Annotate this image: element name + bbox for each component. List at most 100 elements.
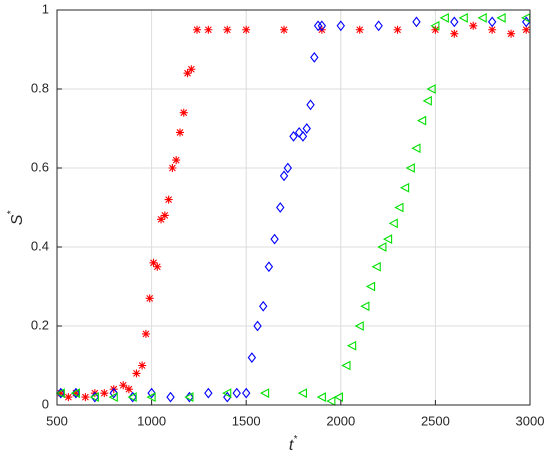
points — [55, 12, 531, 406]
point — [153, 262, 162, 271]
point — [172, 156, 181, 165]
point — [242, 25, 251, 34]
point — [399, 182, 410, 193]
axes-box — [56, 9, 531, 406]
point — [276, 202, 285, 213]
x-tick-label: 2500 — [421, 413, 450, 428]
point — [439, 12, 449, 23]
point — [294, 127, 304, 138]
point — [193, 25, 202, 34]
point — [388, 218, 398, 229]
point — [341, 360, 351, 371]
point — [310, 52, 319, 63]
point — [64, 393, 73, 402]
point — [223, 391, 232, 403]
point — [70, 388, 80, 399]
point — [204, 387, 213, 399]
point — [450, 16, 459, 28]
point — [450, 29, 459, 38]
point — [522, 16, 531, 28]
point — [279, 170, 289, 182]
x-tick-label: 3000 — [516, 413, 545, 428]
x-tick-label: 500 — [46, 413, 68, 428]
point — [377, 242, 387, 252]
y-tick-label: 0 — [42, 396, 49, 411]
point — [355, 25, 364, 34]
point — [374, 20, 383, 32]
point — [412, 16, 421, 28]
point — [55, 388, 65, 399]
point — [108, 392, 118, 403]
point — [431, 25, 440, 34]
point — [496, 12, 506, 23]
point — [346, 340, 357, 351]
point — [204, 25, 213, 34]
x-tick-label: 1000 — [137, 413, 166, 428]
point — [405, 163, 415, 173]
point — [232, 387, 241, 399]
point — [422, 95, 432, 106]
point — [336, 20, 345, 32]
point — [157, 215, 166, 224]
point — [487, 16, 497, 28]
point — [316, 392, 326, 403]
point — [147, 387, 156, 399]
point — [138, 361, 147, 370]
point — [109, 387, 118, 399]
point — [124, 385, 133, 394]
point — [146, 392, 156, 403]
x-label-base: t — [289, 437, 294, 454]
point — [149, 258, 158, 267]
point — [393, 25, 402, 34]
point — [71, 389, 80, 398]
point — [283, 162, 293, 174]
point — [119, 381, 128, 390]
point — [430, 20, 440, 31]
point — [259, 388, 270, 399]
point — [141, 329, 150, 338]
point — [160, 211, 169, 220]
point — [365, 281, 376, 292]
point — [179, 108, 188, 117]
y-tick-label: 0.4 — [31, 238, 49, 253]
point — [242, 387, 251, 399]
point — [270, 233, 279, 245]
point — [371, 261, 381, 272]
y-tick-label: 0.6 — [31, 159, 49, 174]
x-axis-label: t* — [289, 434, 298, 455]
y-label-base: S — [9, 214, 26, 225]
point — [326, 396, 336, 406]
point — [313, 20, 323, 32]
point — [222, 388, 232, 399]
point — [426, 84, 436, 94]
point — [56, 389, 65, 398]
point — [507, 29, 516, 38]
point — [145, 294, 154, 303]
x-tick-label: 2000 — [326, 413, 355, 428]
point — [280, 25, 289, 34]
point — [89, 392, 99, 403]
point — [522, 25, 531, 34]
point — [253, 320, 262, 332]
point — [333, 392, 343, 403]
point — [247, 352, 257, 363]
y-tick-label: 0.8 — [31, 80, 49, 95]
point — [132, 369, 141, 378]
point — [469, 21, 478, 30]
point — [183, 69, 192, 78]
point — [184, 392, 194, 403]
point — [458, 12, 468, 23]
y-label-sup: * — [6, 210, 17, 215]
plot-area — [57, 10, 530, 405]
point — [317, 20, 327, 32]
point — [394, 202, 404, 213]
point — [100, 389, 109, 398]
point — [298, 131, 308, 142]
point — [306, 99, 315, 111]
y-tick-label: 0.2 — [31, 317, 49, 332]
point — [127, 392, 137, 403]
point — [164, 195, 173, 204]
point — [360, 301, 370, 312]
y-axis-label: S* — [6, 210, 27, 226]
